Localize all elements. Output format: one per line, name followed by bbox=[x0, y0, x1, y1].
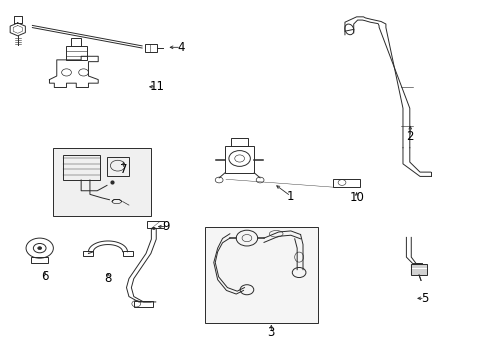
Bar bbox=[230, 138, 248, 146]
Text: 8: 8 bbox=[104, 272, 111, 285]
Bar bbox=[71, 38, 81, 45]
Bar bbox=[31, 257, 48, 263]
Text: 3: 3 bbox=[267, 326, 274, 339]
Text: 6: 6 bbox=[41, 270, 48, 283]
Bar bbox=[224, 146, 254, 173]
Text: 9: 9 bbox=[163, 220, 170, 233]
Bar bbox=[205, 226, 317, 323]
Bar bbox=[332, 179, 359, 187]
Text: 7: 7 bbox=[120, 163, 127, 176]
Bar bbox=[53, 148, 151, 216]
Bar bbox=[65, 45, 87, 60]
Bar bbox=[147, 221, 163, 228]
Bar bbox=[122, 251, 133, 256]
Text: 2: 2 bbox=[406, 130, 413, 144]
Text: 1: 1 bbox=[286, 190, 294, 203]
Bar bbox=[82, 251, 93, 256]
Bar bbox=[134, 301, 153, 307]
Text: 5: 5 bbox=[420, 292, 427, 305]
Circle shape bbox=[38, 247, 41, 249]
Text: 11: 11 bbox=[149, 80, 164, 93]
Bar bbox=[144, 44, 157, 52]
Bar bbox=[410, 264, 426, 275]
Bar bbox=[63, 155, 100, 180]
Circle shape bbox=[152, 227, 156, 230]
Text: 10: 10 bbox=[348, 192, 364, 204]
Bar bbox=[107, 157, 129, 176]
Text: 4: 4 bbox=[177, 41, 184, 54]
